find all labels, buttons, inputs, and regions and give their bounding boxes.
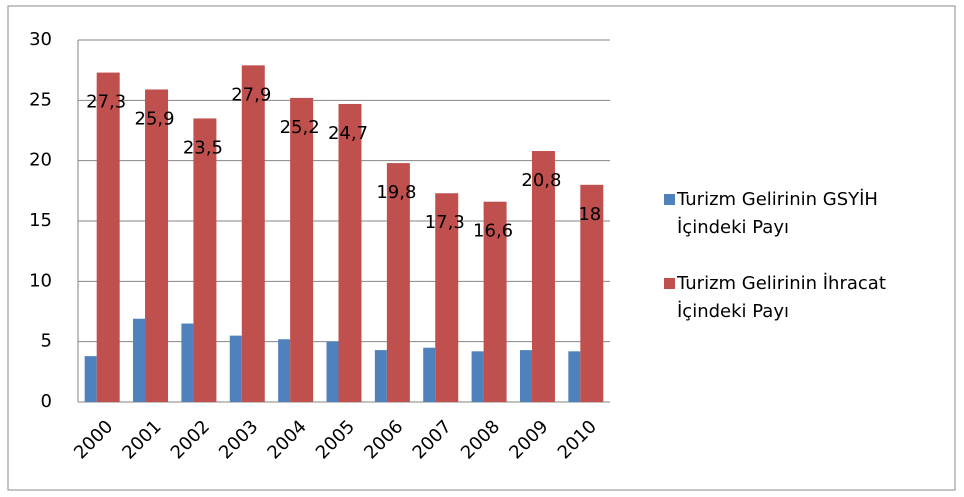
data-label: 24,7 bbox=[328, 123, 368, 144]
data-label: 19,8 bbox=[376, 182, 416, 203]
legend-swatch bbox=[664, 194, 675, 205]
bar bbox=[181, 323, 194, 402]
y-tick-label: 25 bbox=[29, 89, 52, 110]
y-tick-label: 10 bbox=[29, 270, 52, 291]
bar bbox=[84, 356, 97, 402]
bar bbox=[229, 335, 242, 402]
legend-swatch bbox=[664, 278, 675, 289]
bar bbox=[278, 339, 291, 402]
bar bbox=[580, 184, 604, 402]
bar bbox=[374, 350, 387, 402]
data-label: 16,6 bbox=[473, 221, 513, 242]
bar bbox=[241, 65, 265, 402]
data-label: 18 bbox=[578, 204, 601, 225]
data-label: 17,3 bbox=[425, 212, 465, 233]
legend-label: Turizm Gelirinin İhracat İçindeki Payı bbox=[677, 273, 886, 322]
x-tick-label: 2003 bbox=[215, 416, 262, 463]
bar bbox=[145, 89, 169, 403]
chart-border bbox=[7, 5, 956, 491]
bar bbox=[483, 201, 507, 402]
x-tick-label: 2000 bbox=[70, 416, 117, 463]
y-tick-label: 15 bbox=[29, 210, 52, 231]
data-label: 20,8 bbox=[521, 170, 561, 191]
data-label: 23,5 bbox=[183, 137, 223, 158]
bar bbox=[471, 351, 484, 402]
x-tick-label: 2007 bbox=[409, 416, 456, 463]
x-tick-label: 2010 bbox=[554, 416, 601, 463]
y-tick-label: 30 bbox=[29, 29, 52, 50]
x-tick-label: 2008 bbox=[457, 416, 504, 463]
bar bbox=[423, 347, 436, 402]
bar bbox=[386, 163, 410, 402]
data-label: 27,9 bbox=[231, 84, 271, 105]
x-tick-label: 2005 bbox=[312, 416, 359, 463]
y-tick-label: 0 bbox=[41, 391, 52, 412]
bar bbox=[326, 341, 339, 402]
bar bbox=[568, 351, 581, 402]
bar bbox=[338, 103, 362, 402]
y-tick-label: 20 bbox=[29, 150, 52, 171]
data-label: 25,9 bbox=[135, 108, 175, 129]
y-tick-label: 5 bbox=[41, 331, 52, 352]
bar bbox=[290, 97, 314, 403]
legend-label: Turizm Gelirinin GSYİH İçindeki Payı bbox=[677, 189, 878, 238]
x-tick-label: 2001 bbox=[118, 416, 165, 463]
bar bbox=[435, 193, 459, 402]
bar bbox=[519, 350, 532, 402]
x-tick-label: 2004 bbox=[263, 416, 310, 463]
x-tick-label: 2002 bbox=[167, 416, 214, 463]
x-tick-label: 2009 bbox=[505, 416, 552, 463]
data-label: 27,3 bbox=[86, 92, 126, 113]
x-tick-label: 2006 bbox=[360, 416, 407, 463]
bar bbox=[531, 151, 555, 402]
bar bbox=[133, 318, 146, 402]
data-label: 25,2 bbox=[280, 117, 320, 138]
bar bbox=[96, 72, 120, 402]
bar bbox=[193, 118, 217, 402]
